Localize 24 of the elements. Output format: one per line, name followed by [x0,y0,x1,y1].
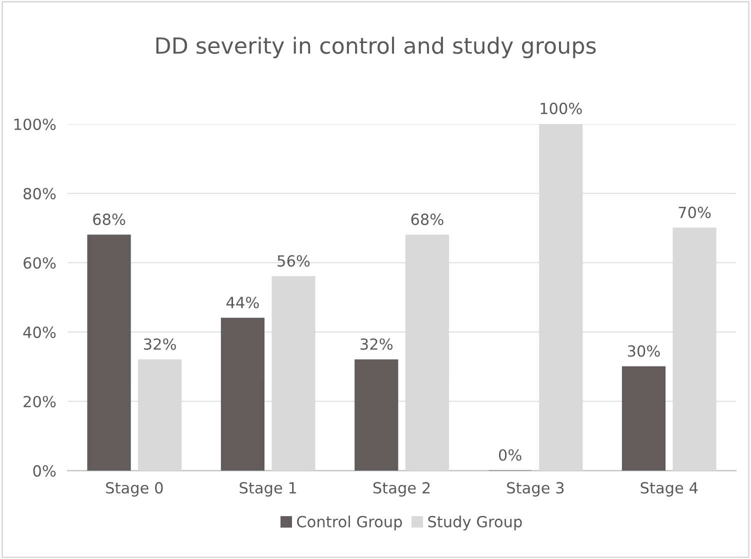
chart-title: DD severity in control and study groups [156,36,596,58]
x-tick-label: Stage 0 [106,482,163,497]
x-tick-label: Stage 3 [507,482,564,497]
data-label: 68% [411,214,444,226]
x-tick-label: Stage 1 [240,482,296,497]
y-tick-label: 100% [14,118,56,130]
y-tick-label: 40% [23,326,56,338]
data-label: 30% [628,345,660,357]
data-label: 32% [360,338,393,350]
y-tick-label: 80% [24,188,56,200]
x-tick-label: Stage 2 [373,482,430,497]
data-label: 100% [540,102,582,114]
legend-label: Control Group [297,516,402,530]
y-tick-label: 60% [24,257,56,269]
data-label: 32% [144,338,176,350]
data-label: 70% [678,206,711,218]
data-label: 56% [278,255,310,267]
x-tick-label: Stage 4 [640,482,698,497]
y-tick-label: 0% [33,465,56,477]
legend-label: Study Group [428,516,522,530]
y-tick-label: 20% [24,396,56,408]
data-label: 68% [93,214,126,226]
data-label: 44% [226,296,259,308]
data-label: 0% [498,449,522,461]
